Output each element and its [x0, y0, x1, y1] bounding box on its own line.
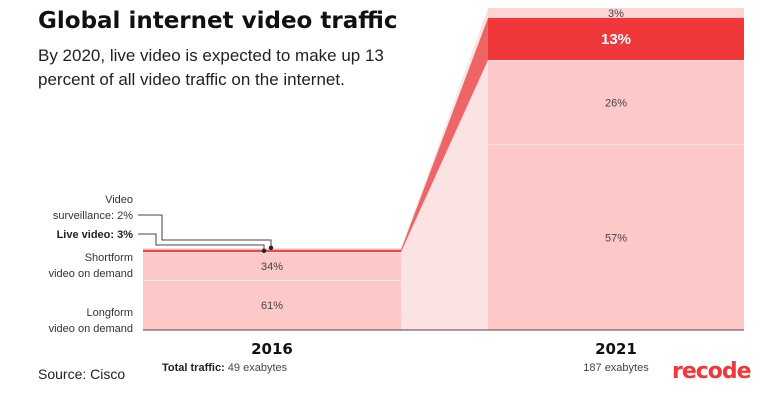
chart-title: Global internet video traffic [38, 8, 398, 34]
annotation-longform-line1: Longform [87, 307, 133, 319]
bar-2021-live-video [488, 17, 744, 61]
connector-vod-band [401, 60, 488, 330]
data-label-2021-live-video: 13% [601, 31, 631, 48]
data-label-2021-shortform: 26% [605, 97, 627, 109]
chart-subtitle: By 2020, live video is expected to make … [38, 46, 384, 89]
total-traffic-2016: Total traffic: 49 exabytes [162, 362, 288, 374]
bar-2016-longform [143, 279, 401, 330]
leader-dot-live-video [261, 248, 267, 254]
category-label-2016: 2016 [251, 340, 293, 358]
total-traffic-2016-value: 49 exabytes [228, 362, 288, 374]
bar-2021-surveillance [488, 8, 744, 18]
total-traffic-2021: 187 exabytes [583, 362, 649, 374]
category-label-2021: 2021 [595, 340, 637, 358]
data-label-2016-shortform: 34% [261, 261, 283, 273]
bar-2021-shortform [488, 60, 744, 145]
annotation-surveillance-line1: Video [105, 194, 133, 206]
data-label-2021-surveillance: 3% [608, 8, 624, 20]
annotation-live-video: Live video: 3% [57, 229, 134, 241]
leader-dot-surveillance [268, 245, 274, 251]
bar-2016-live-video [143, 249, 401, 253]
annotation-shortform-line1: Shortform [85, 252, 133, 264]
connector-surveillance-band [401, 8, 488, 250]
annotation-longform-line2: video on demand [49, 323, 133, 335]
recode-logo: recode [672, 359, 752, 384]
leader-line-live-video [138, 233, 265, 251]
source-note: Source: Cisco [38, 366, 126, 382]
bar-2021-longform [488, 144, 744, 330]
bar-2016-shortform [143, 252, 401, 280]
total-traffic-prefix: Total traffic: [162, 362, 228, 374]
annotation-surveillance-line2: surveillance: 2% [53, 210, 133, 222]
data-label-2021-longform: 57% [605, 232, 627, 244]
leader-line-surveillance [138, 214, 272, 248]
annotation-shortform-line2: video on demand [49, 268, 133, 280]
connector-live-video-band [401, 17, 488, 253]
data-label-2016-longform: 61% [261, 300, 283, 312]
